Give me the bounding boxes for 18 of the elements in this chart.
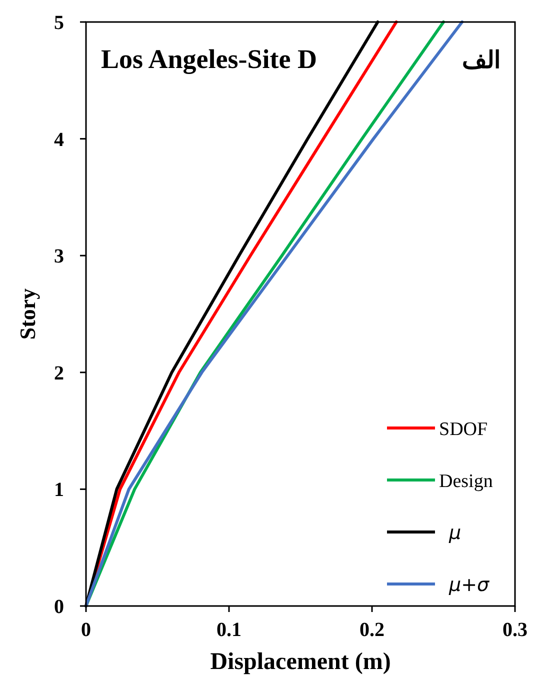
ylabel: Story [15,288,40,340]
ytick: 0 [54,596,64,618]
xlabel: Displacement (m) [210,649,391,675]
legend-label: Design [439,471,493,492]
annotation: الف [462,48,501,74]
ytick: 3 [54,246,64,268]
ytick: 4 [54,128,64,151]
title: Los Angeles-Site D [101,44,317,74]
xtick: 0.3 [502,619,528,641]
legend-label: μ+σ [449,574,490,596]
legend-label: SDOF [439,419,488,440]
ytick: 2 [54,362,64,384]
legend-label: μ [449,522,462,544]
ytick: 5 [54,12,64,34]
xtick: 0.1 [216,619,242,641]
ytick: 1 [54,479,64,502]
xtick: 0 [81,619,91,641]
xtick: 0.2 [360,619,384,641]
